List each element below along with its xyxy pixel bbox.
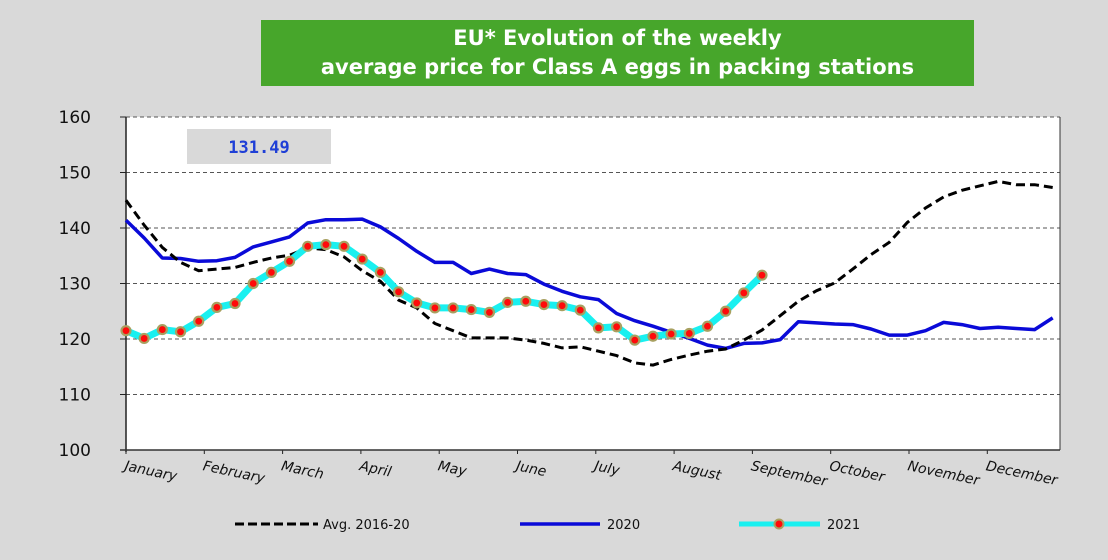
chart-title-line-1: EU* Evolution of the weekly [453, 26, 782, 50]
y-tick-label: 160 [59, 108, 91, 128]
series-2021-point [338, 240, 350, 252]
series-2021-point [447, 302, 459, 314]
series-2021-point [501, 296, 514, 308]
x-tick-label: October [828, 458, 887, 486]
series-2021-point [720, 305, 732, 317]
y-tick-label: 130 [59, 275, 91, 295]
series-2021-point [302, 240, 314, 252]
series-2021-point [138, 332, 150, 345]
series-2021-point [174, 326, 187, 338]
series-2021-point [429, 302, 441, 314]
series-group [120, 179, 1054, 367]
x-axis-ticks: January February March April May June July Augu… [120, 450, 1060, 490]
x-tick-label: May [436, 458, 468, 480]
y-tick-label: 140 [59, 219, 91, 239]
legend-label-2020: 2020 [607, 518, 640, 533]
legend-marker-2021 [773, 518, 785, 530]
series-2021-point [392, 286, 405, 298]
x-tick-label: August [670, 458, 723, 484]
legend-label-avg: Avg. 2016-20 [323, 518, 410, 533]
series-2021-point [247, 277, 259, 290]
x-tick-label: November [906, 458, 982, 489]
y-tick-label: 110 [59, 386, 91, 406]
series-2020-line [124, 217, 1054, 351]
series-2021-point [520, 295, 532, 307]
chart-title-line-2: average price for Class A eggs in packin… [320, 55, 915, 79]
series-2021-point [665, 328, 677, 340]
series-2021-point [483, 306, 496, 318]
annotation-label: 131.49 [228, 138, 289, 158]
y-tick-label: 120 [59, 330, 91, 350]
series-2021-point [556, 300, 568, 312]
x-tick-label: April [357, 458, 393, 481]
series-2021-point [574, 304, 586, 316]
series-2021-point [629, 334, 641, 346]
series-2021-point [193, 315, 205, 327]
y-tick-label: 100 [59, 441, 91, 461]
legend: Avg. 2016-20 2020 2021 [235, 518, 860, 533]
series-2021-point [374, 266, 386, 278]
x-tick-label: March [280, 458, 325, 483]
series-2021-point [156, 323, 168, 336]
x-tick-label: January [120, 458, 179, 485]
y-tick-label: 150 [59, 164, 91, 184]
series-2021-point [411, 297, 423, 309]
series-2021-point [265, 266, 277, 278]
series-2021-point [320, 239, 332, 251]
legend-label-2021: 2021 [827, 518, 860, 533]
series-2021-point [538, 298, 550, 311]
x-tick-label: February [201, 458, 266, 487]
series-2021-point [229, 297, 241, 310]
x-tick-label: July [590, 458, 622, 480]
x-tick-label: December [984, 458, 1060, 489]
value-annotation: 131.49 [187, 129, 331, 164]
gridlines [126, 116, 1060, 395]
series-avg-2016-20-line [124, 179, 1053, 367]
series-2021-point [120, 325, 132, 337]
x-tick-label: September [750, 458, 830, 490]
series-2021-point [738, 287, 750, 299]
series-2021-point [683, 327, 695, 340]
chart-title: EU* Evolution of the weekly average pric… [261, 20, 974, 86]
series-2021-point [756, 269, 768, 281]
series-2021-point [356, 253, 368, 265]
series-2021-point [592, 322, 605, 334]
series-2021-point [465, 303, 477, 316]
series-2021-point [211, 301, 223, 313]
y-axis-ticks: 100 110 120 130 140 150 160 [59, 108, 126, 461]
series-2021-point [647, 330, 659, 342]
annotation-box [187, 129, 331, 164]
series-2021-point [283, 255, 296, 267]
series-2021-point [701, 320, 714, 332]
series-2021-point [611, 321, 623, 333]
x-tick-label: June [512, 458, 548, 481]
